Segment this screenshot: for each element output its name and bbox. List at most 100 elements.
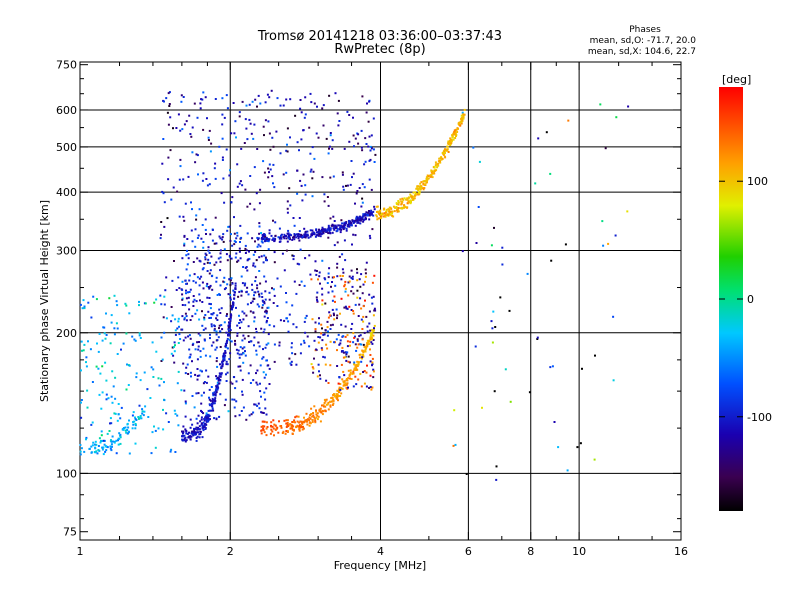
scatter-point bbox=[328, 94, 331, 97]
trace-point bbox=[438, 159, 441, 162]
scatter-point bbox=[237, 295, 240, 298]
scatter-point bbox=[310, 278, 313, 281]
scatter-point bbox=[222, 240, 225, 243]
scatter-point bbox=[264, 407, 267, 410]
trace-point bbox=[454, 137, 457, 139]
scatter-point bbox=[179, 129, 182, 132]
scatter-point bbox=[357, 142, 360, 145]
scatter-point bbox=[206, 296, 209, 299]
scatter-point bbox=[206, 261, 209, 264]
trace-point bbox=[262, 427, 265, 430]
trace-point bbox=[194, 427, 197, 430]
trace-point bbox=[357, 363, 360, 366]
scatter-point bbox=[245, 104, 248, 107]
trace-point bbox=[348, 221, 351, 224]
scatter-point bbox=[233, 406, 236, 409]
trace-point bbox=[273, 240, 276, 243]
scatter-point bbox=[182, 339, 185, 342]
scatter-point bbox=[173, 341, 176, 344]
trace-point bbox=[397, 201, 400, 204]
trace-point bbox=[373, 205, 376, 208]
scatter-point bbox=[260, 232, 263, 234]
scatter-point bbox=[356, 271, 359, 274]
trace-point bbox=[101, 448, 104, 451]
scatter-point bbox=[228, 278, 231, 281]
scatter-point bbox=[339, 274, 342, 277]
trace-point bbox=[217, 379, 220, 382]
scatter-point bbox=[152, 368, 155, 371]
trace-point bbox=[397, 207, 400, 209]
trace-point bbox=[412, 197, 415, 200]
trace-point bbox=[288, 237, 291, 240]
trace-point bbox=[329, 227, 332, 230]
scatter-point bbox=[267, 240, 270, 243]
scatter-point bbox=[191, 126, 194, 129]
scatter-point bbox=[233, 243, 236, 246]
scatter-point bbox=[352, 116, 354, 119]
scatter-point bbox=[292, 323, 295, 326]
scatter-point bbox=[323, 193, 326, 196]
scatter-point bbox=[240, 321, 243, 324]
scatter-point bbox=[239, 257, 242, 260]
trace-point bbox=[345, 378, 348, 380]
scatter-point bbox=[213, 328, 216, 331]
trace-point bbox=[227, 326, 230, 329]
sparse-point bbox=[537, 137, 540, 140]
trace-point bbox=[198, 436, 201, 439]
scatter-point bbox=[202, 412, 205, 415]
scatter-point bbox=[237, 349, 240, 352]
scatter-point bbox=[337, 382, 340, 385]
scatter-point bbox=[331, 139, 334, 142]
trace-point bbox=[215, 388, 218, 391]
scatter-point bbox=[366, 364, 368, 367]
scatter-point bbox=[356, 268, 358, 271]
scatter-point bbox=[289, 136, 291, 139]
scatter-point bbox=[340, 278, 343, 281]
scatter-point bbox=[184, 400, 187, 403]
scatter-point bbox=[249, 340, 252, 343]
scatter-point bbox=[265, 258, 268, 261]
trace-point bbox=[396, 209, 398, 212]
trace-point bbox=[403, 204, 406, 207]
trace-point bbox=[318, 228, 320, 231]
scatter-point bbox=[257, 94, 260, 97]
scatter-point bbox=[309, 170, 312, 173]
scatter-point bbox=[218, 324, 221, 327]
trace-point bbox=[371, 337, 374, 340]
scatter-point bbox=[264, 119, 267, 122]
scatter-point bbox=[311, 146, 314, 149]
scatter-point bbox=[326, 347, 329, 350]
trace-point bbox=[305, 233, 308, 236]
x-tick-label: 4 bbox=[377, 545, 384, 558]
trace-point bbox=[337, 395, 340, 397]
scatter-point bbox=[360, 146, 363, 149]
scatter-point bbox=[98, 393, 101, 396]
scatter-point bbox=[249, 202, 252, 205]
trace-point bbox=[390, 210, 393, 213]
trace-point bbox=[288, 423, 291, 426]
scatter-point bbox=[218, 308, 221, 311]
scatter-point bbox=[369, 374, 372, 377]
trace-point bbox=[440, 157, 443, 160]
trace-point bbox=[204, 416, 207, 419]
trace-point bbox=[97, 449, 100, 451]
scatter-point bbox=[204, 228, 207, 231]
scatter-point bbox=[160, 336, 163, 339]
scatter-point bbox=[202, 91, 205, 94]
scatter-point bbox=[358, 335, 361, 338]
trace-point bbox=[102, 453, 105, 456]
scatter-point bbox=[105, 398, 108, 401]
scatter-point bbox=[331, 290, 334, 293]
scatter-point bbox=[305, 314, 308, 317]
scatter-point bbox=[104, 450, 107, 453]
scatter-point bbox=[357, 315, 360, 317]
scatter-point bbox=[187, 291, 189, 294]
scatter-point bbox=[178, 333, 181, 336]
scatter-point bbox=[363, 382, 366, 385]
scatter-point bbox=[267, 364, 270, 367]
trace-point bbox=[202, 421, 205, 424]
scatter-point bbox=[352, 370, 355, 373]
trace-point bbox=[222, 360, 225, 363]
scatter-point bbox=[304, 257, 307, 260]
scatter-point bbox=[343, 283, 346, 286]
